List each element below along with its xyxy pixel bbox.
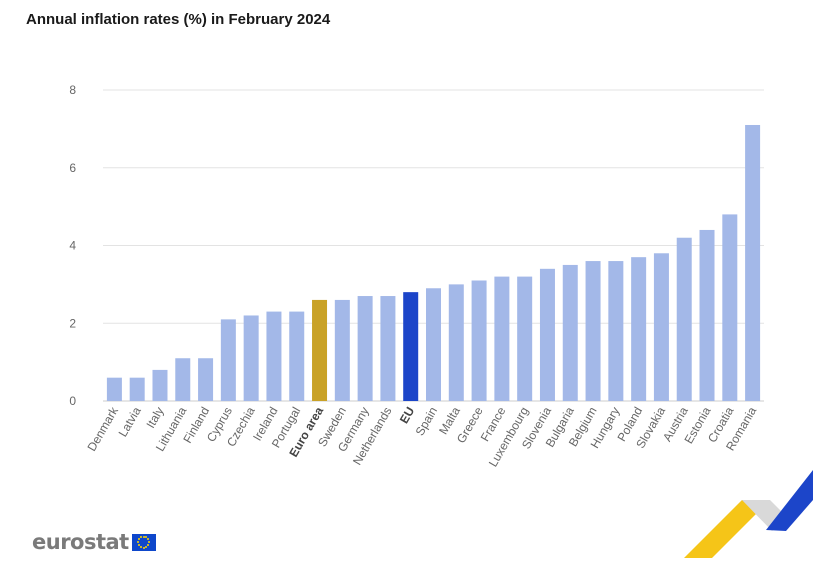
bar-portugal xyxy=(289,311,305,401)
bar-slovenia xyxy=(539,268,555,401)
y-tick-label: 4 xyxy=(69,239,76,253)
bar-romania xyxy=(745,124,761,402)
bar-slovakia xyxy=(653,253,669,401)
bar-germany xyxy=(357,296,373,401)
flag-star xyxy=(145,545,148,548)
x-category-label: Latvia xyxy=(116,404,144,439)
bar-hungary xyxy=(608,261,624,401)
y-tick-label: 6 xyxy=(69,161,76,175)
x-category-label: Denmark xyxy=(85,404,122,454)
bar-cyprus xyxy=(220,319,236,401)
bar-austria xyxy=(676,237,692,401)
eurostat-logo: eurostat xyxy=(32,530,156,554)
bar-greece xyxy=(471,280,487,401)
bar-czechia xyxy=(243,315,259,401)
bar-denmark xyxy=(106,377,122,401)
y-tick-label: 2 xyxy=(69,316,76,330)
flag-star xyxy=(148,541,151,543)
yellow-chevron-stripe xyxy=(684,500,770,558)
bar-estonia xyxy=(699,229,715,401)
y-tick-label: 0 xyxy=(69,394,76,408)
bar-bulgaria xyxy=(562,264,578,401)
chart-title: Annual inflation rates (%) in February 2… xyxy=(26,11,331,28)
y-tick-label: 8 xyxy=(69,83,76,97)
bar-latvia xyxy=(129,377,145,401)
x-category-label: Spain xyxy=(413,405,440,439)
bar-italy xyxy=(152,369,168,401)
bar-belgium xyxy=(585,261,601,401)
bar-poland xyxy=(631,257,647,401)
y-axis-ticks: 0 2 4 6 8 xyxy=(69,83,76,408)
flag-star xyxy=(139,545,142,548)
bar-sweden xyxy=(334,299,350,401)
flag-star xyxy=(145,536,148,539)
bar-lithuania xyxy=(175,358,191,401)
bar-finland xyxy=(198,358,214,401)
x-category-label: Italy xyxy=(143,405,166,431)
flag-star xyxy=(137,543,140,546)
bar-eu xyxy=(403,292,419,401)
logo-text: eurostat xyxy=(32,530,129,554)
flag-star xyxy=(139,536,142,539)
eurostat-chevron-decoration xyxy=(684,470,813,558)
bar-malta xyxy=(448,284,464,401)
bar-euro-area xyxy=(312,299,328,401)
bar-netherlands xyxy=(380,296,396,401)
bar-france xyxy=(494,276,510,401)
flag-star xyxy=(147,538,150,541)
bar-spain xyxy=(426,288,441,401)
flag-star xyxy=(137,538,140,541)
bar-croatia xyxy=(722,214,738,401)
flag-star xyxy=(142,535,145,538)
flag-star xyxy=(142,546,145,549)
eu-flag-icon xyxy=(131,533,156,551)
flag-star xyxy=(137,541,140,543)
x-category-label: EU xyxy=(397,405,417,426)
bars xyxy=(106,124,761,402)
bar-luxembourg xyxy=(517,276,533,401)
blue-chevron-stripe xyxy=(766,470,813,531)
bar-ireland xyxy=(266,311,282,401)
flag-star xyxy=(147,543,150,546)
